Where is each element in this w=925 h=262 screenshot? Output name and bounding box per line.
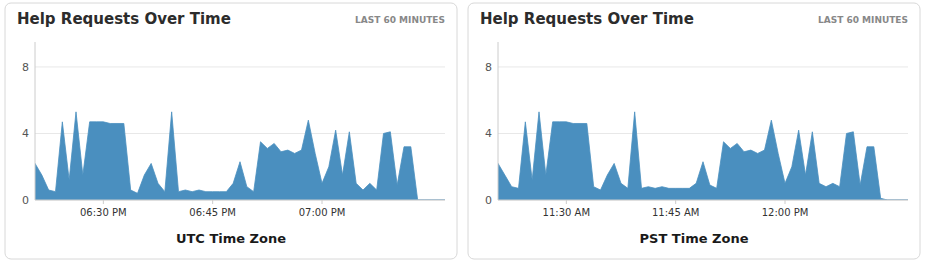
y-tick-label: 8 — [485, 61, 492, 74]
badge: LAST 60 MINUTES — [355, 15, 445, 25]
panel: Help Requests Over Time LAST 60 MINUTES 0 4… — [468, 3, 920, 259]
x-tick — [212, 200, 213, 204]
y-tick-label: 4 — [485, 127, 492, 140]
y-tick-label: 8 — [22, 61, 29, 74]
x-tick-label: 07:00 PM — [299, 207, 346, 218]
y-tick-label: 4 — [22, 127, 29, 140]
x-tick — [785, 200, 786, 204]
x-tick-label: 11:30 AM — [543, 207, 590, 218]
x-tick — [103, 200, 104, 204]
x-tick — [566, 200, 567, 204]
grid-line — [498, 200, 908, 201]
plot-area — [35, 112, 445, 200]
x-axis-line — [498, 200, 908, 201]
y-axis-line — [498, 42, 499, 200]
figure: Help Requests Over Time LAST 60 MINUTES 0 4… — [0, 0, 925, 262]
card — [468, 3, 920, 259]
grid-line — [35, 66, 445, 67]
y-axis-line — [35, 42, 36, 200]
x-tick-label: 06:45 PM — [189, 207, 236, 218]
x-tick — [675, 200, 676, 204]
plot-area — [498, 112, 908, 200]
card — [5, 3, 457, 259]
panel: Help Requests Over Time LAST 60 MINUTES 0 4… — [5, 3, 457, 259]
x-axis-label: PST Time Zone — [640, 231, 749, 246]
y-tick-label: 0 — [485, 194, 492, 207]
x-axis-label: UTC Time Zone — [176, 231, 286, 246]
x-tick-label: 06:30 PM — [80, 207, 127, 218]
title: Help Requests Over Time — [17, 10, 231, 28]
x-tick-label: 11:45 AM — [652, 207, 699, 218]
badge: LAST 60 MINUTES — [818, 15, 908, 25]
area — [35, 112, 445, 200]
grid-line — [498, 66, 908, 67]
x-tick-label: 12:00 PM — [762, 207, 809, 218]
area — [498, 112, 908, 200]
grid-line — [35, 200, 445, 201]
y-tick-label: 0 — [22, 194, 29, 207]
x-tick — [322, 200, 323, 204]
title: Help Requests Over Time — [480, 10, 694, 28]
x-axis-line — [35, 200, 445, 201]
